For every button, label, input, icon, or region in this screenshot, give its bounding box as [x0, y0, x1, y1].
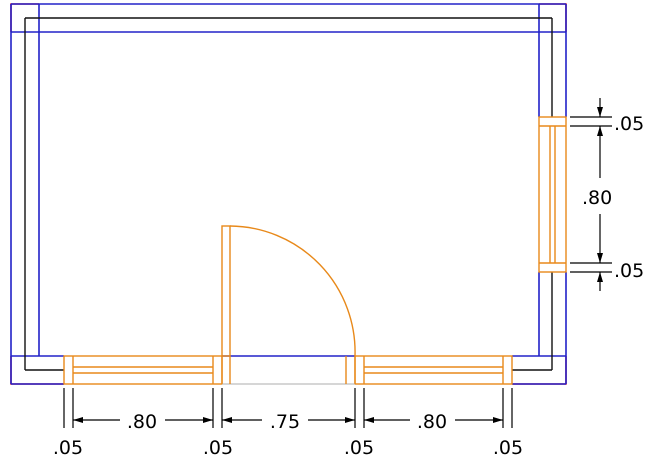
bottom-dimension-lines — [63, 388, 513, 428]
door — [221, 225, 356, 384]
dim-label-right-2: .80 — [582, 187, 612, 209]
dim-label-bottom-2: .80 — [127, 411, 157, 433]
dim-label-bottom-6: .80 — [417, 411, 447, 433]
dim-label-right-1: .05 — [614, 113, 644, 135]
dim-label-bottom-7: .05 — [493, 437, 523, 459]
wall-outline — [10, 3, 567, 385]
wall-centerline — [24, 17, 553, 371]
door-swing-arc — [229, 225, 356, 357]
dim-label-bottom-3: .05 — [203, 437, 233, 459]
dim-label-bottom-5: .05 — [344, 437, 374, 459]
dim-label-bottom-4: .75 — [270, 411, 300, 433]
right-dimension-lines — [570, 98, 612, 291]
window-bottom-right — [354, 355, 513, 385]
outer-wall-boundary — [10, 3, 567, 385]
window-bottom-left — [63, 355, 223, 385]
window-right — [538, 116, 567, 273]
dim-label-bottom-1: .05 — [53, 437, 83, 459]
dim-label-right-3: .05 — [614, 260, 644, 282]
